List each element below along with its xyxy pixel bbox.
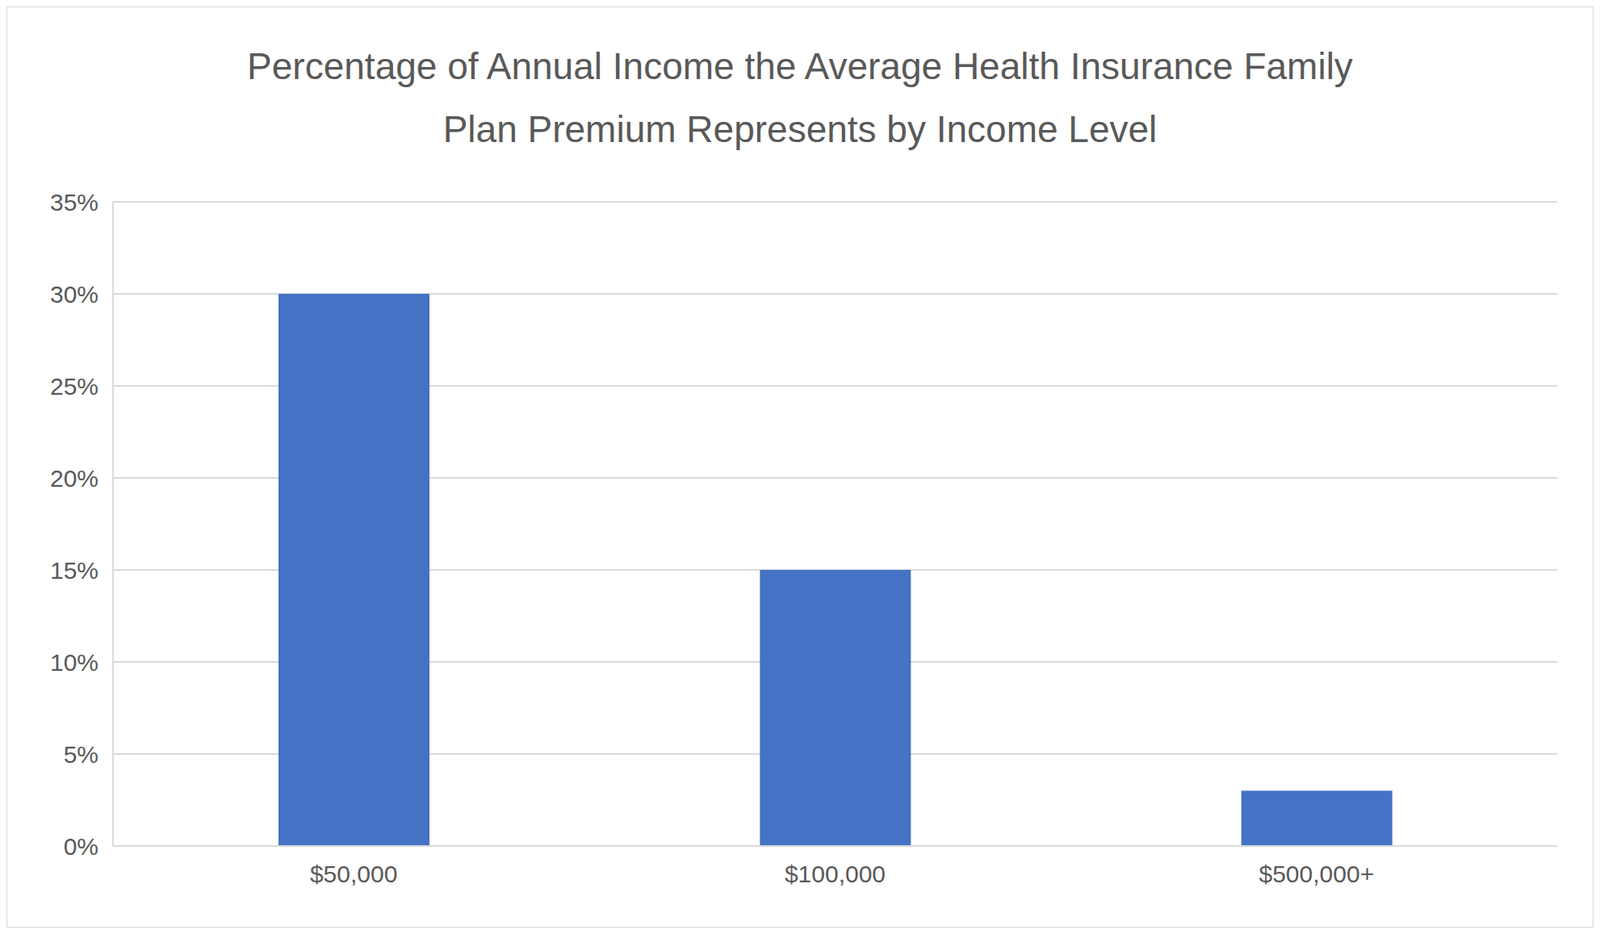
svg-text:$500,000+: $500,000+ bbox=[1259, 860, 1375, 888]
svg-text:20%: 20% bbox=[50, 464, 99, 492]
svg-text:25%: 25% bbox=[50, 372, 99, 400]
html-text:Percentage of Annual Income th: Percentage of Annual Income the Average … bbox=[247, 45, 1353, 151]
svg-text:30%: 30% bbox=[50, 280, 99, 308]
svg-text:$100,000: $100,000 bbox=[784, 860, 886, 888]
svg-text:10%: 10% bbox=[50, 649, 99, 676]
svg-text:5%: 5% bbox=[63, 741, 99, 768]
svg-text:15%: 15% bbox=[50, 557, 99, 584]
svg-text:35%: 35% bbox=[50, 188, 99, 216]
svg-text:$50,000: $50,000 bbox=[309, 860, 398, 888]
svg-text:0%: 0% bbox=[63, 833, 99, 860]
